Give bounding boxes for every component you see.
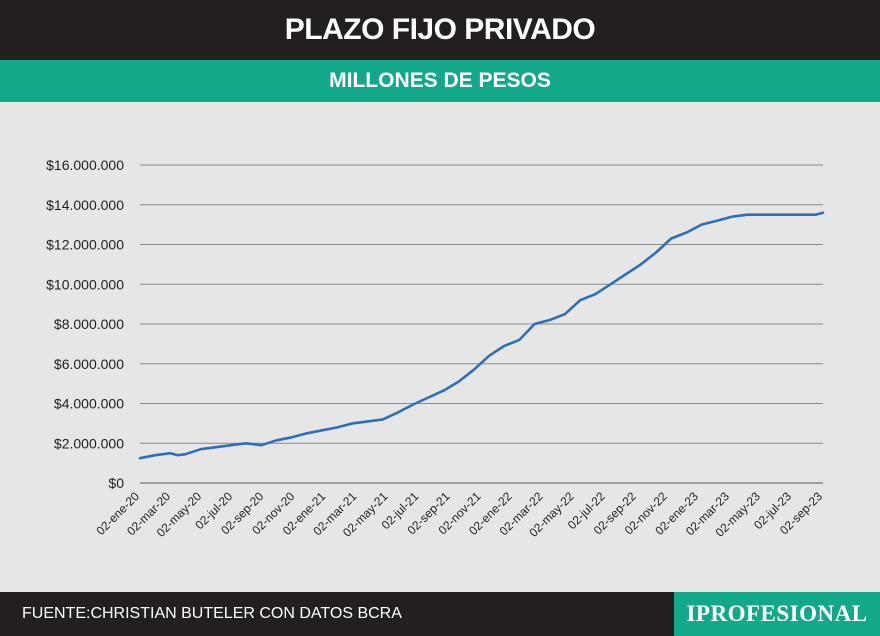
footer-bar: FUENTE:CHRISTIAN BUTELER CON DATOS BCRA … (0, 592, 880, 636)
plot-area: $0 $2.000.000 $4.000.000 $6.000.000 $8.000.0… (0, 102, 880, 592)
source-note: FUENTE:CHRISTIAN BUTELER CON DATOS BCRA (22, 605, 402, 622)
y-tick-label: $2.000.000 (54, 435, 124, 451)
chart-subtitle: MILLONES DE PESOS (329, 69, 551, 92)
brand-name: IPROFESIONAL (686, 601, 868, 626)
y-tick-label: $10.000.000 (46, 276, 124, 292)
chart-title: PLAZO FIJO PRIVADO (284, 13, 596, 46)
y-tick-label: $0 (108, 475, 124, 491)
subtitle-bar: MILLONES DE PESOS (0, 60, 880, 102)
y-tick-label: $12.000.000 (46, 237, 124, 253)
series-line (138, 211, 825, 460)
x-axis-ticks: 02-ene-2002-mar-2002-may-2002-jul-2002-s… (94, 489, 826, 540)
grid-lines (140, 164, 823, 484)
y-tick-label: $6.000.000 (54, 356, 124, 372)
series-layer (138, 211, 825, 460)
y-tick-label: $14.000.000 (46, 197, 124, 213)
line-chart: $0 $2.000.000 $4.000.000 $6.000.000 $8.000.0… (46, 157, 826, 540)
title-bar: PLAZO FIJO PRIVADO (0, 0, 880, 60)
y-tick-label: $16.000.000 (46, 157, 124, 173)
y-tick-label: $8.000.000 (54, 316, 124, 332)
brand-logo: IPROFESIONAL (674, 592, 880, 636)
y-tick-label: $4.000.000 (54, 396, 124, 412)
y-axis-ticks: $0 $2.000.000 $4.000.000 $6.000.000 $8.000.0… (46, 157, 124, 491)
